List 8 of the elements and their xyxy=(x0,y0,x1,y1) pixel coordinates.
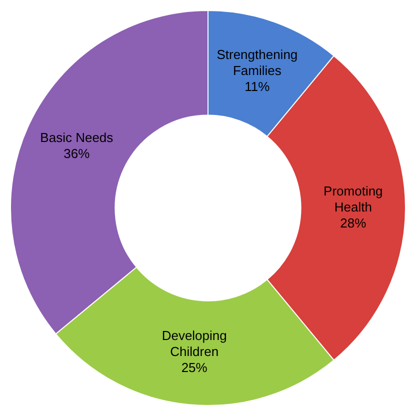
slice-label: Basic Needs xyxy=(40,130,114,145)
slice-label: Developing Children xyxy=(162,328,227,360)
data-label: 28% xyxy=(340,216,367,231)
slice-label: Promoting Health xyxy=(324,184,383,215)
data-label: 36% xyxy=(64,146,90,161)
data-label: 11% xyxy=(244,79,270,94)
data-label: 25% xyxy=(181,360,208,376)
slice-label: Strengthening Families xyxy=(216,47,298,78)
